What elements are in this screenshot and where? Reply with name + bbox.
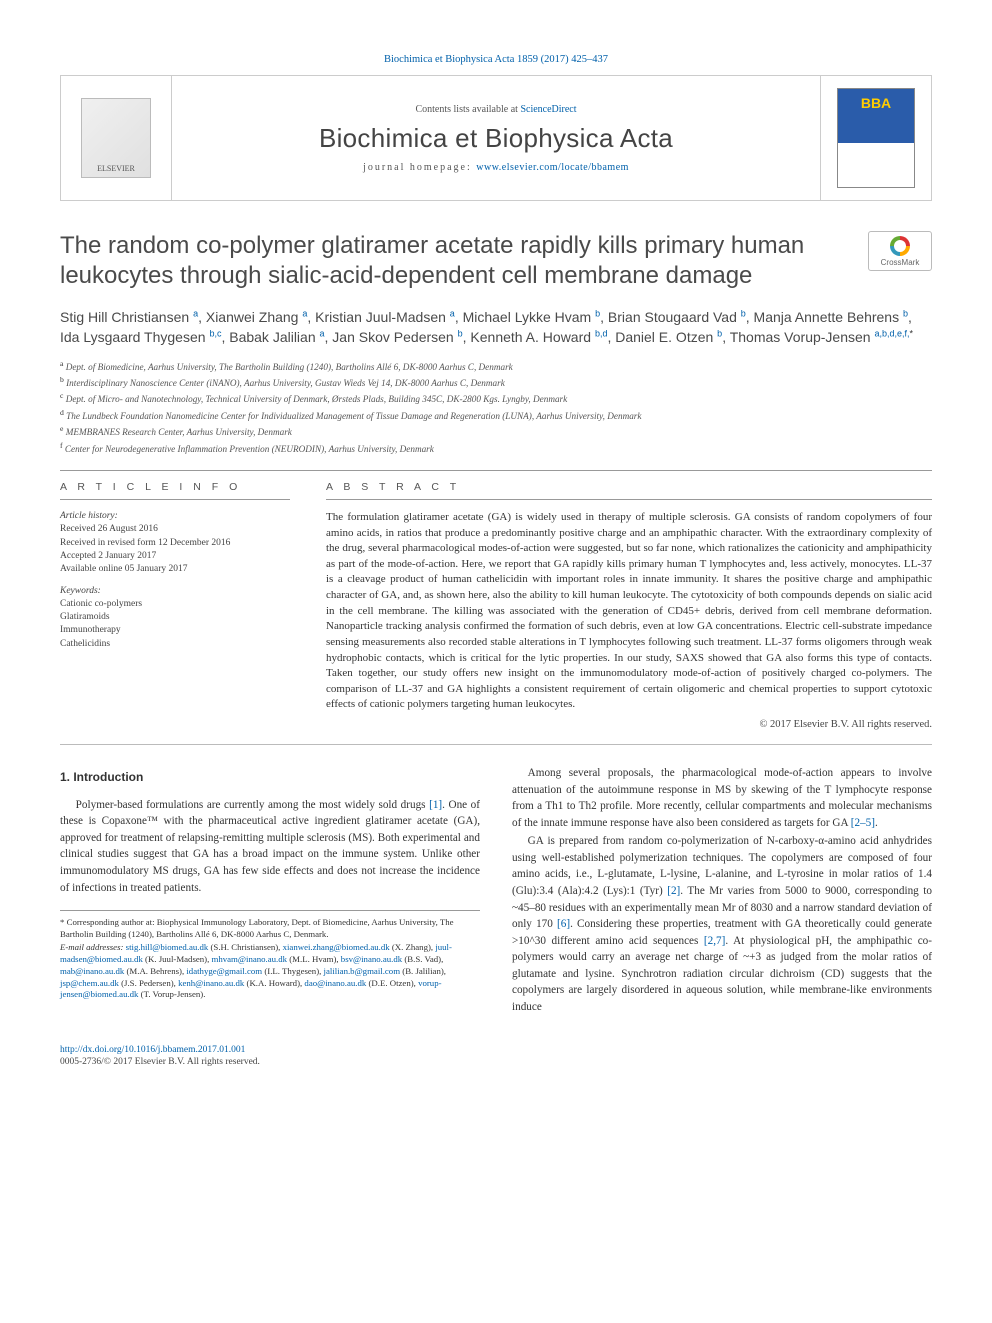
rule-1: [60, 470, 932, 471]
history-3: Available online 05 January 2017: [60, 564, 188, 574]
intro-p2: Among several proposals, the pharmacolog…: [512, 765, 932, 831]
keywords-block: Keywords: Cationic co-polymers Glatiramo…: [60, 585, 290, 651]
homepage-prefix: journal homepage:: [363, 162, 476, 173]
sciencedirect-link[interactable]: ScienceDirect: [520, 104, 576, 115]
journal-homepage-line: journal homepage: www.elsevier.com/locat…: [363, 162, 629, 173]
keywords-head: Keywords:: [60, 586, 101, 596]
abstract-copyright: © 2017 Elsevier B.V. All rights reserved…: [326, 719, 932, 730]
email-link[interactable]: stig.hill@biomed.au.dk: [126, 942, 209, 952]
rule-ab: [326, 499, 932, 500]
affiliation-list: a Dept. of Biomedicine, Aarhus Universit…: [60, 358, 932, 456]
intro-heading: 1. Introduction: [60, 769, 480, 787]
header-center: Contents lists available at ScienceDirec…: [171, 76, 821, 200]
journal-cover-cell: [821, 76, 931, 200]
journal-header: ELSEVIER Contents lists available at Sci…: [60, 75, 932, 201]
email-link[interactable]: dao@inano.au.dk: [304, 978, 366, 988]
publisher-logo-cell: ELSEVIER: [61, 76, 171, 200]
history-head: Article history:: [60, 511, 118, 521]
email-link[interactable]: kenh@inano.au.dk: [178, 978, 244, 988]
kw-3: Cathelicidins: [60, 639, 110, 649]
crossmark-icon: [890, 236, 910, 256]
sd-prefix: Contents lists available at: [415, 104, 520, 115]
top-citation-link[interactable]: Biochimica et Biophysica Acta 1859 (2017…: [384, 54, 608, 65]
abstract-label: A B S T R A C T: [326, 481, 932, 493]
email-link[interactable]: jalilian.b@gmail.com: [324, 966, 401, 976]
journal-name: Biochimica et Biophysica Acta: [319, 123, 673, 154]
intro-p3: GA is prepared from random co-polymeriza…: [512, 833, 932, 1015]
doi-link[interactable]: http://dx.doi.org/10.1016/j.bbamem.2017.…: [60, 1045, 245, 1055]
email-link[interactable]: idathyge@gmail.com: [186, 966, 262, 976]
kw-1: Glatiramoids: [60, 612, 110, 622]
email-link[interactable]: mhvam@inano.au.dk: [212, 954, 288, 964]
abstract-text: The formulation glatiramer acetate (GA) …: [326, 510, 932, 713]
body-columns: 1. Introduction Polymer-based formulatio…: [60, 765, 932, 1016]
article-info-column: A R T I C L E I N F O Article history: R…: [60, 481, 290, 730]
journal-homepage-link[interactable]: www.elsevier.com/locate/bbamem: [476, 162, 629, 173]
email-link[interactable]: mab@inano.au.dk: [60, 966, 124, 976]
issn-copyright: 0005-2736/© 2017 Elsevier B.V. All right…: [60, 1057, 260, 1067]
ref-link[interactable]: [1]: [429, 799, 442, 811]
abstract-column: A B S T R A C T The formulation glatiram…: [326, 481, 932, 730]
ref-link[interactable]: [6]: [557, 918, 570, 930]
crossmark-badge[interactable]: CrossMark: [868, 231, 932, 271]
email-link[interactable]: jsp@chem.au.dk: [60, 978, 119, 988]
history-2: Accepted 2 January 2017: [60, 551, 156, 561]
article-info-label: A R T I C L E I N F O: [60, 481, 290, 493]
sciencedirect-line: Contents lists available at ScienceDirec…: [415, 104, 576, 115]
history-1: Received in revised form 12 December 201…: [60, 538, 230, 548]
corresponding-footnote: * Corresponding author at: Biophysical I…: [60, 910, 480, 1001]
author-list: Stig Hill Christiansen a, Xianwei Zhang …: [60, 307, 932, 348]
crossmark-label: CrossMark: [881, 258, 920, 267]
article-title: The random co-polymer glatiramer acetate…: [60, 231, 858, 291]
history-0: Received 26 August 2016: [60, 524, 158, 534]
ref-link[interactable]: [2,7]: [704, 935, 725, 947]
rule-after-abstract: [60, 744, 932, 745]
elsevier-logo: ELSEVIER: [81, 98, 151, 178]
footnote-star: * Corresponding author at: Biophysical I…: [60, 917, 480, 941]
email-link[interactable]: xianwei.zhang@biomed.au.dk: [283, 942, 390, 952]
intro-p1: Polymer-based formulations are currently…: [60, 797, 480, 896]
email-link[interactable]: bsv@inano.au.dk: [341, 954, 402, 964]
bottom-bar: http://dx.doi.org/10.1016/j.bbamem.2017.…: [60, 1044, 932, 1070]
rule-ai: [60, 499, 290, 500]
article-history: Article history: Received 26 August 2016…: [60, 510, 290, 576]
footnote-emails: E-mail addresses: stig.hill@biomed.au.dk…: [60, 942, 480, 1001]
kw-2: Immunotherapy: [60, 625, 121, 635]
kw-0: Cationic co-polymers: [60, 599, 142, 609]
ref-link[interactable]: [2–5]: [851, 817, 875, 829]
journal-cover-image: [837, 88, 915, 188]
ref-link[interactable]: [2]: [667, 885, 680, 897]
